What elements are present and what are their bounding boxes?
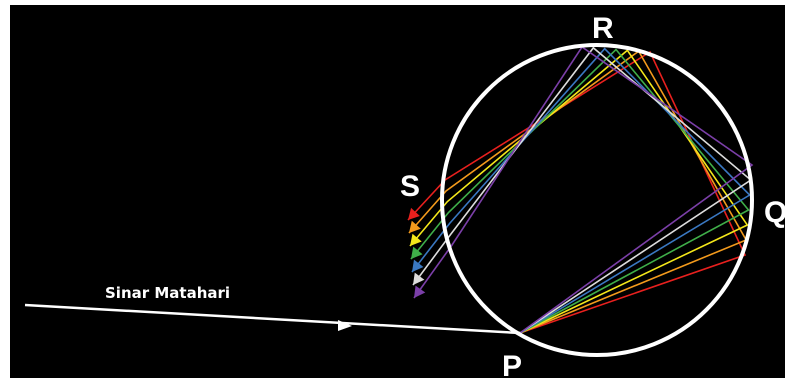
point-q: Q — [764, 196, 787, 229]
page: Sinar Matahari R S Q P (() => { const da… — [0, 0, 795, 383]
point-p: P — [502, 350, 522, 383]
sunlight-label: Sinar Matahari — [105, 284, 230, 302]
point-r: R — [592, 12, 614, 45]
diagram: Sinar Matahari R S Q P — [0, 0, 795, 383]
point-s: S — [400, 170, 420, 203]
